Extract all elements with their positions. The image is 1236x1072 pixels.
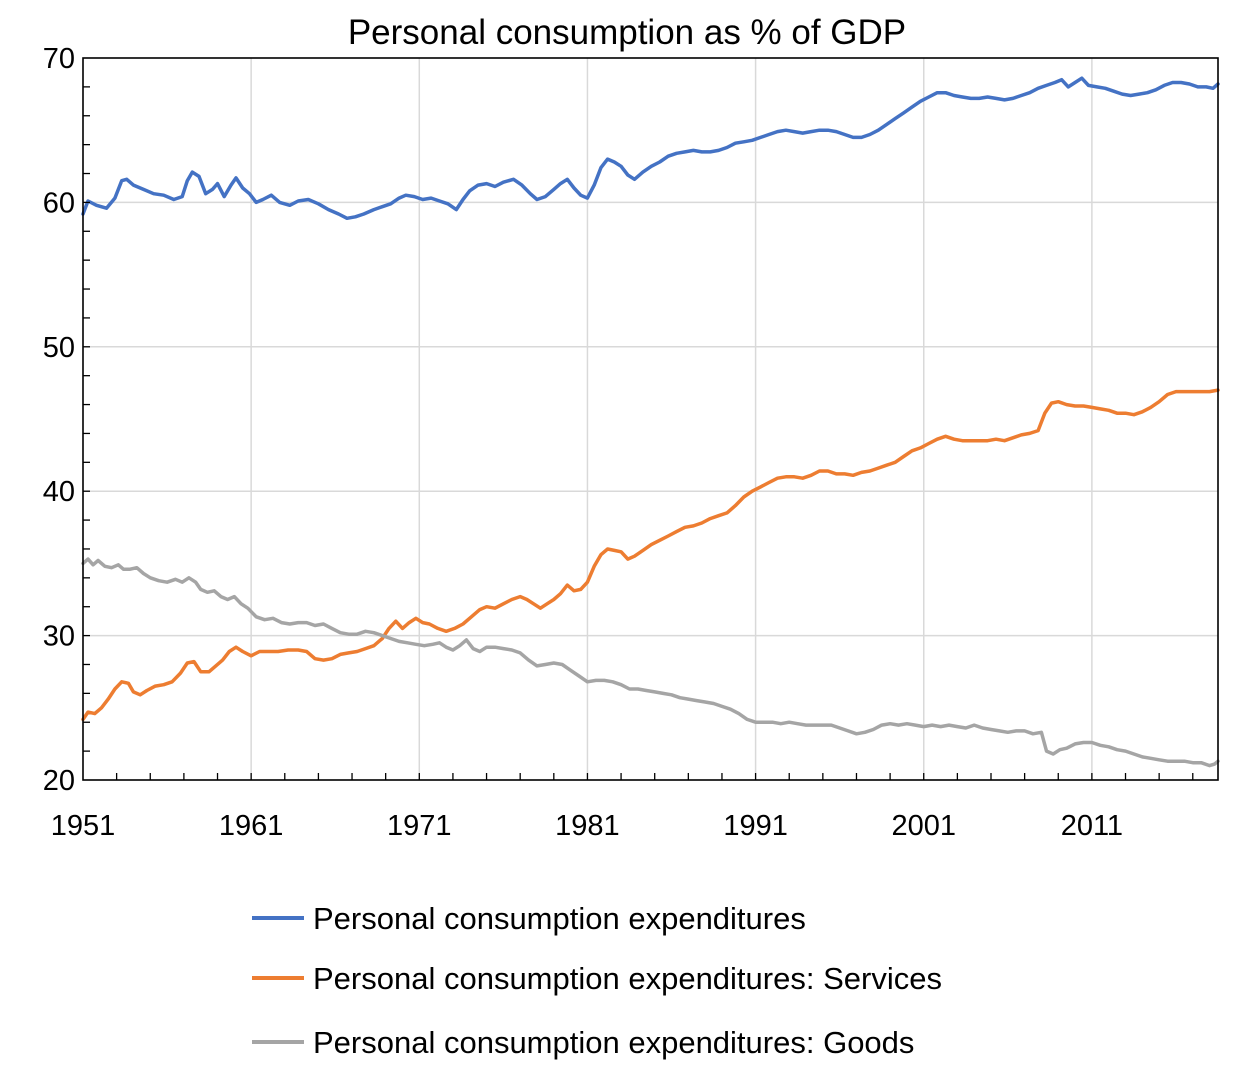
x-tick-label: 1971 [387,810,452,842]
x-tick-label: 2001 [891,810,956,842]
y-tick-label: 40 [43,476,75,508]
y-tick-label: 20 [43,765,75,797]
x-tick-label: 1951 [51,810,116,842]
x-tick-label: 1981 [555,810,620,842]
legend: Personal consumption expenditures Persona… [252,901,942,1060]
series-line-1 [81,388,1220,722]
x-tick-label: 2011 [1061,810,1123,842]
series-line-2 [81,557,1220,768]
gridlines [83,58,1218,780]
x-tick-label: 1991 [723,810,788,842]
legend-label-1: Personal consumption expenditures: Servi… [313,961,942,996]
y-tick-label: 30 [43,621,75,653]
y-tick-label: 50 [43,332,75,364]
series-lines [81,76,1220,768]
legend-label-0: Personal consumption expenditures [313,901,806,936]
legend-label-2: Personal consumption expenditures: Goods [313,1025,914,1060]
y-tick-label: 60 [43,187,75,219]
series-line-0 [81,76,1220,221]
chart-title: Personal consumption as % of GDP [348,13,906,52]
plot-area-frame [82,57,1219,781]
axes: 20 30 40 50 60 70 1951 1961 1971 1981 1991 2001 2011 [43,43,1194,842]
x-tick-label: 1961 [219,810,284,842]
y-tick-label: 70 [43,43,75,75]
